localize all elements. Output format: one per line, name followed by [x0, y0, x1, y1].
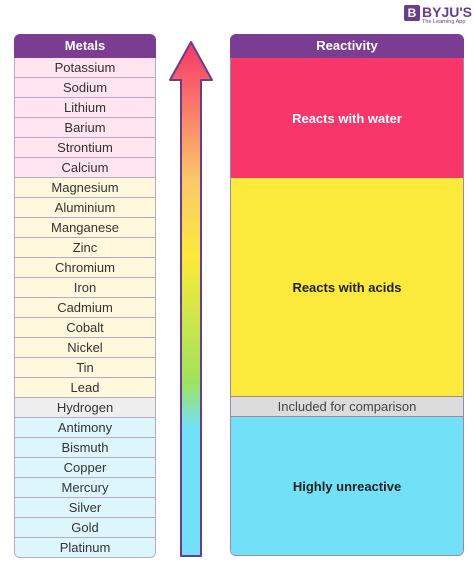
metal-item: Nickel: [15, 338, 155, 358]
metals-column: Metals Potassium Sodium Lithium Barium Stron…: [14, 34, 156, 558]
metal-item: Gold: [15, 518, 155, 538]
metal-item: Magnesium: [15, 178, 155, 198]
reactivity-header: Reactivity: [230, 34, 464, 58]
metal-item: Lead: [15, 378, 155, 398]
metal-item: Cobalt: [15, 318, 155, 338]
band-highly-unreactive: Highly unreactive: [231, 417, 463, 555]
brand-tagline: The Learning App: [422, 19, 466, 25]
metal-item: Platinum: [15, 538, 155, 557]
metal-item: Chromium: [15, 258, 155, 278]
metal-item: Tin: [15, 358, 155, 378]
band-reacts-with-acids: Reacts with acids: [231, 178, 463, 396]
brand-logo: B BYJU'S The Learning App: [404, 5, 472, 26]
metal-item: Silver: [15, 498, 155, 518]
metal-item: Zinc: [15, 238, 155, 258]
band-reacts-with-water: Reacts with water: [231, 58, 463, 178]
reactivity-column: Reactivity Reacts with water Reacts with…: [230, 34, 464, 556]
metals-header: Metals: [14, 34, 156, 58]
reactivity-arrow-icon: [169, 41, 213, 557]
metal-item: Barium: [15, 118, 155, 138]
metal-item: Antimony: [15, 418, 155, 438]
reactivity-bands: Reacts with water Reacts with acids Incl…: [230, 58, 464, 556]
metal-item: Bismuth: [15, 438, 155, 458]
metal-item: Calcium: [15, 158, 155, 178]
metal-item: Cadmium: [15, 298, 155, 318]
brand-name: BYJU'S: [422, 4, 473, 20]
band-included-for-comparison: Included for comparison: [231, 396, 463, 417]
metal-item: Copper: [15, 458, 155, 478]
metal-item: Iron: [15, 278, 155, 298]
brand-icon: B: [404, 5, 420, 21]
metal-item: Aluminium: [15, 198, 155, 218]
metal-item: Mercury: [15, 478, 155, 498]
metal-item: Hydrogen: [15, 398, 155, 418]
metal-item: Strontium: [15, 138, 155, 158]
metal-item: Lithium: [15, 98, 155, 118]
metal-item: Potassium: [15, 58, 155, 78]
metal-item: Sodium: [15, 78, 155, 98]
brand-text: BYJU'S The Learning App: [422, 5, 472, 26]
metal-list: Potassium Sodium Lithium Barium Strontium Cal…: [14, 58, 156, 558]
metal-item: Manganese: [15, 218, 155, 238]
